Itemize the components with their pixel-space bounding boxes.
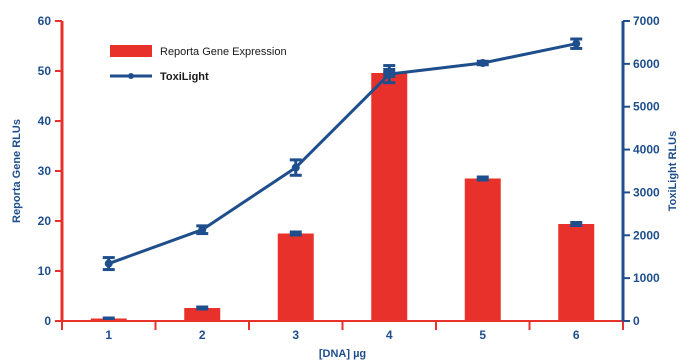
bar-error-2 — [196, 306, 208, 311]
right-y-tick-label-1000: 1000 — [633, 271, 660, 285]
right-y-tick-label-3000: 3000 — [633, 185, 660, 199]
bar-error-6 — [570, 221, 582, 227]
left-y-tick-label-20: 20 — [38, 214, 52, 228]
bar-4 — [371, 73, 407, 321]
left-y-tick-label-0: 0 — [44, 314, 51, 328]
right-y-axis-title: ToxiLight RLUs — [667, 131, 679, 211]
legend-bar-swatch — [110, 45, 152, 57]
left-y-tick-label-50: 50 — [38, 64, 52, 78]
line-point-5 — [479, 59, 487, 67]
bar-6 — [558, 224, 594, 321]
left-y-tick-label-10: 10 — [38, 264, 52, 278]
left-y-axis-title: Reporta Gene RLUs — [11, 119, 23, 223]
x-tick-label-5: 5 — [479, 328, 486, 342]
left-y-tick-label-60: 60 — [38, 14, 52, 28]
bar-error-3 — [290, 231, 302, 237]
right-y-tick-label-6000: 6000 — [633, 57, 660, 71]
line-point-1 — [105, 260, 113, 268]
right-y-tick-label-5000: 5000 — [633, 100, 660, 114]
x-tick-label-1: 1 — [105, 328, 112, 342]
right-y-tick-label-0: 0 — [633, 314, 640, 328]
legend-bar-label: Reporta Gene Expression — [160, 46, 287, 58]
line-point-6 — [572, 40, 580, 48]
legend: Reporta Gene Expression ToxiLight — [110, 45, 287, 83]
bars-layer — [91, 68, 595, 321]
left-y-tick-label-40: 40 — [38, 114, 52, 128]
x-axis-title: [DNA] µg — [319, 348, 366, 360]
bar-error-5 — [477, 176, 489, 182]
line-point-4 — [385, 70, 393, 78]
right-y-tick-label-2000: 2000 — [633, 228, 660, 242]
bar-3 — [278, 234, 314, 322]
right-y-tick-label-4000: 4000 — [633, 143, 660, 157]
line-point-3 — [292, 164, 300, 172]
bar-5 — [465, 179, 501, 322]
axes-layer — [62, 21, 623, 322]
legend-line-marker — [128, 73, 134, 79]
x-tick-label-2: 2 — [199, 328, 206, 342]
x-tick-label-4: 4 — [386, 328, 393, 342]
right-y-tick-label-7000: 7000 — [633, 14, 660, 28]
left-y-tick-label-30: 30 — [38, 164, 52, 178]
x-tick-label-3: 3 — [292, 328, 299, 342]
bar-error-1 — [103, 317, 115, 321]
x-tick-label-6: 6 — [573, 328, 580, 342]
legend-line-label: ToxiLight — [160, 71, 209, 83]
line-point-2 — [198, 226, 206, 234]
